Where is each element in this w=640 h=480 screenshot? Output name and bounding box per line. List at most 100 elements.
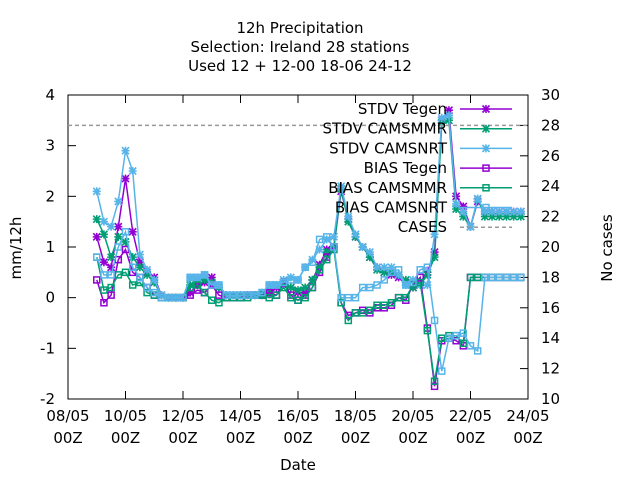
data-point [121, 268, 130, 277]
star-marker [121, 146, 130, 155]
data-point [459, 212, 468, 221]
data-point [136, 273, 144, 282]
star-marker [99, 217, 109, 226]
star-marker [135, 258, 144, 267]
data-point [423, 326, 432, 335]
data-point [516, 212, 525, 221]
legend-label: CASES [398, 218, 447, 236]
data-point [301, 263, 309, 272]
data-point [265, 281, 273, 289]
data-point [351, 293, 360, 302]
data-point [351, 230, 360, 239]
legend-marker [481, 144, 491, 153]
y2-tick-label: 22 [541, 208, 560, 226]
star-marker [121, 174, 130, 183]
data-point [107, 283, 115, 292]
y2-tick-label: 28 [541, 116, 560, 134]
data-point [107, 253, 116, 262]
data-point [121, 174, 130, 183]
star-marker [423, 270, 432, 279]
data-point [100, 271, 108, 279]
data-point [372, 263, 382, 272]
data-point [279, 278, 288, 287]
data-point [517, 273, 525, 282]
data-point [99, 230, 109, 239]
x-tick-label-hour: 00Z [513, 429, 542, 447]
data-point [265, 288, 273, 297]
data-point [380, 276, 388, 284]
star-marker [487, 212, 497, 221]
star-marker [92, 232, 101, 241]
data-point [100, 286, 108, 294]
data-point [337, 182, 346, 191]
data-point [444, 106, 454, 115]
data-point [330, 243, 338, 251]
star-marker [329, 232, 339, 241]
y2-tick-label: 24 [541, 177, 560, 195]
star-marker [107, 263, 116, 272]
data-point [502, 212, 511, 221]
data-point [114, 197, 123, 206]
data-point [172, 293, 180, 302]
data-point [437, 113, 446, 122]
star-marker [481, 124, 491, 133]
data-point [416, 266, 424, 274]
data-point [100, 298, 108, 307]
data-point [315, 266, 324, 274]
data-point [380, 301, 388, 310]
data-point [143, 283, 151, 292]
data-point [258, 288, 266, 297]
star-marker [372, 263, 382, 272]
data-point [473, 194, 482, 203]
star-marker [365, 253, 374, 262]
data-point [473, 273, 482, 282]
data-point [107, 263, 116, 272]
data-point [401, 275, 410, 284]
x-tick-label-date: 12/05 [161, 407, 204, 425]
data-point [423, 270, 432, 279]
data-point [323, 233, 331, 241]
star-marker [394, 270, 403, 279]
data-point [107, 222, 116, 231]
data-point [193, 286, 202, 294]
data-point [344, 316, 353, 325]
star-marker [135, 250, 144, 259]
star-marker [308, 275, 317, 284]
data-point [279, 283, 288, 292]
data-point [315, 245, 324, 254]
data-point [107, 271, 115, 279]
x-axis-label: Date [280, 456, 316, 474]
data-point [487, 212, 497, 221]
star-marker [142, 265, 152, 274]
star-marker [135, 263, 144, 272]
y-tick-label: -2 [40, 390, 55, 408]
data-point [99, 217, 109, 226]
data-point [322, 248, 331, 257]
data-point [142, 270, 152, 279]
star-marker [480, 207, 489, 216]
data-point [93, 276, 101, 284]
data-point [509, 273, 518, 282]
data-point [92, 215, 101, 224]
data-point [459, 202, 468, 211]
data-point [323, 255, 331, 264]
data-point [337, 298, 345, 307]
star-marker [459, 207, 468, 216]
data-point [459, 329, 468, 337]
y2-tick-label: 26 [541, 147, 560, 165]
data-point [509, 212, 518, 221]
data-point [215, 291, 223, 299]
x-tick-label-hour: 00Z [456, 429, 485, 447]
data-point [509, 207, 518, 216]
y2-tick-label: 18 [541, 268, 560, 286]
data-point [373, 281, 381, 289]
title-line-3: Used 12 + 12-00 18-06 24-12 [188, 57, 412, 75]
data-point [208, 296, 216, 304]
data-point [344, 293, 353, 302]
data-point [358, 283, 367, 292]
star-marker [315, 245, 324, 254]
data-point [128, 166, 137, 176]
y2-tick-label: 16 [541, 299, 560, 317]
star-marker [509, 207, 518, 216]
